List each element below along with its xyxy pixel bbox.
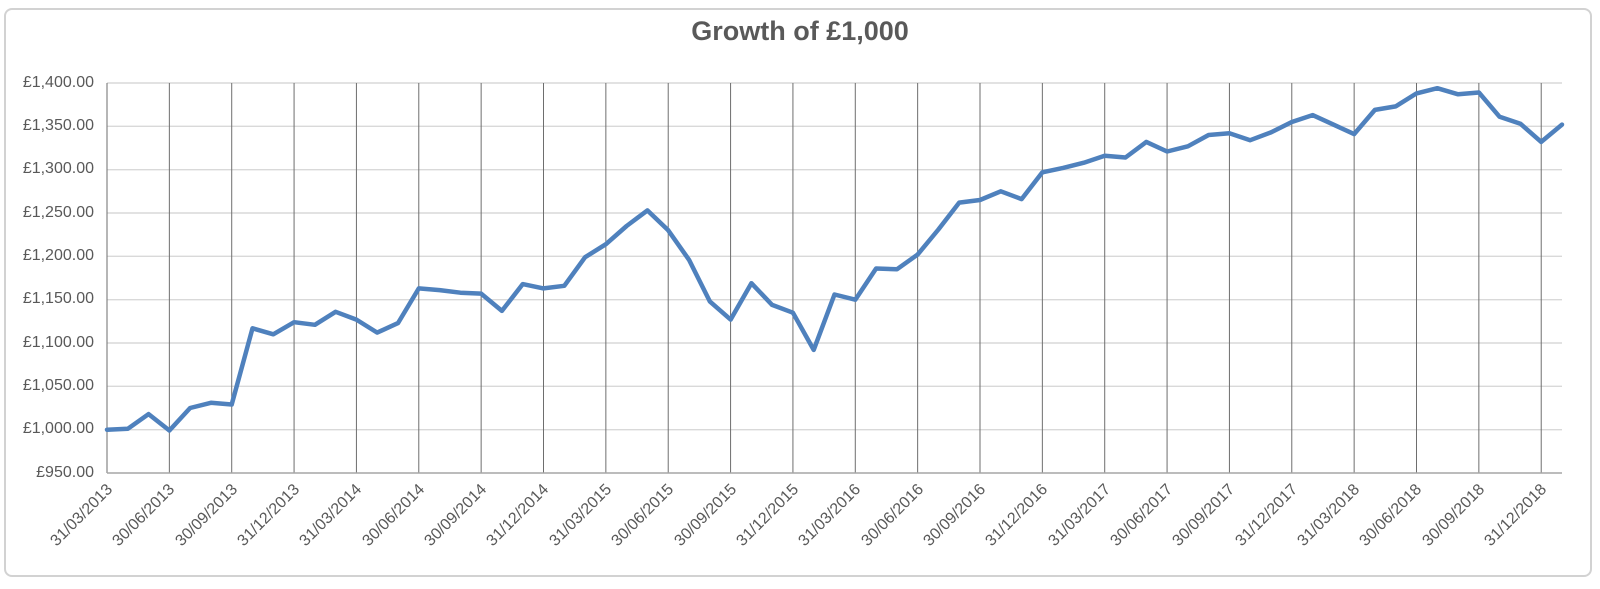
y-axis-label: £1,300.00 [22, 160, 94, 178]
y-axis-label: £1,200.00 [22, 246, 94, 264]
y-axis-label: £1,150.00 [22, 290, 94, 308]
y-axis-label: £950.00 [36, 463, 94, 481]
y-axis-label: £1,050.00 [22, 376, 94, 394]
y-axis-label: £1,350.00 [22, 116, 94, 134]
y-axis-label: £1,250.00 [22, 203, 94, 221]
y-axis-label: £1,000.00 [22, 420, 94, 438]
y-axis-label: £1,100.00 [22, 333, 94, 351]
series-line [104, 85, 1565, 433]
y-axis-label: £1,400.00 [22, 73, 94, 91]
chart-title: Growth of £1,000 [691, 16, 909, 46]
